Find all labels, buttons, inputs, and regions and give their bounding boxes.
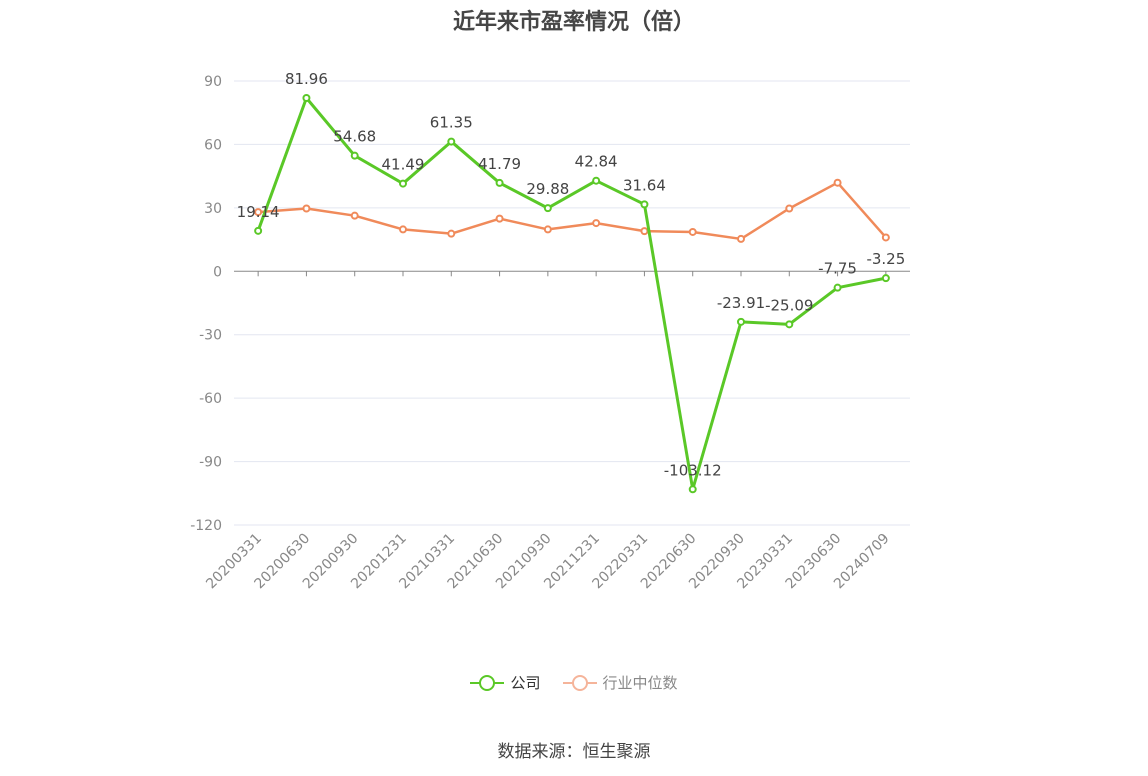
data-point	[881, 233, 890, 242]
legend-company-label: 公司	[510, 674, 541, 692]
data-label: 41.49	[382, 156, 425, 174]
data-point	[640, 227, 649, 236]
data-point	[881, 274, 890, 283]
data-label: -25.09	[765, 296, 813, 314]
legend-industry-marker-icon	[562, 674, 597, 691]
data-label: 61.35	[430, 114, 473, 132]
series-line-company	[256, 96, 887, 491]
data-point	[833, 283, 842, 292]
data-label: -23.91	[717, 294, 765, 312]
data-point	[737, 234, 745, 243]
y-tick-label: -90	[199, 455, 222, 471]
data-point	[688, 485, 697, 494]
data-point	[785, 204, 794, 213]
y-tick-label: -120	[190, 518, 222, 534]
data-label: 54.68	[333, 128, 376, 146]
y-tick-label: 60	[204, 137, 222, 153]
data-point	[254, 226, 263, 235]
y-tick-label: 90	[204, 74, 222, 90]
data-point	[495, 178, 504, 187]
chart-legend: 公司 行业中位数	[0, 672, 1148, 693]
data-point	[640, 200, 649, 209]
series-line-industry-median	[258, 181, 887, 241]
data-point	[399, 225, 407, 234]
data-point	[350, 151, 359, 160]
data-point	[399, 179, 407, 188]
data-point	[350, 211, 359, 220]
data-point	[737, 317, 745, 326]
data-label: 31.64	[623, 176, 666, 194]
y-tick-label: -60	[199, 391, 222, 407]
data-label: 81.96	[285, 70, 328, 88]
y-tick-label: 0	[213, 264, 222, 280]
data-point	[688, 227, 697, 236]
data-source-note: 数据来源：恒生聚源	[497, 742, 651, 762]
data-point	[495, 214, 504, 223]
data-point	[592, 176, 601, 185]
data-point	[833, 178, 842, 187]
legend-item-industry-median[interactable]: 行业中位数	[562, 672, 678, 693]
chart-title: 近年来市盈率情况（倍）	[452, 10, 695, 35]
data-point	[543, 225, 552, 234]
data-label: -7.75	[818, 260, 857, 278]
data-label: 19.14	[237, 203, 280, 221]
y-tick-label: -30	[199, 328, 222, 344]
data-label: -3.25	[866, 250, 905, 268]
data-point	[447, 229, 456, 238]
pe-ratio-line-chart: 9060300-30-60-90-12020200331202006302020…	[190, 70, 910, 592]
data-label: 42.84	[575, 153, 618, 171]
data-point	[543, 204, 552, 213]
data-label: 41.79	[478, 155, 521, 173]
data-point	[302, 204, 311, 213]
data-point	[302, 93, 311, 102]
legend-company-marker-icon	[470, 674, 505, 691]
y-tick-label: 30	[204, 201, 222, 217]
data-point	[447, 137, 456, 146]
data-label: -103.12	[664, 461, 722, 479]
data-point	[785, 320, 794, 329]
data-point	[592, 219, 601, 228]
legend-industry-label: 行业中位数	[602, 674, 678, 692]
data-label: 29.88	[526, 180, 569, 198]
legend-item-company[interactable]: 公司	[470, 672, 541, 693]
data-point	[254, 208, 263, 217]
